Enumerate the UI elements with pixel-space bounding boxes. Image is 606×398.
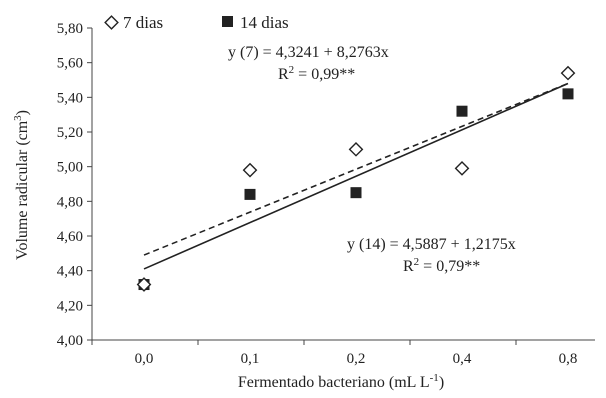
point-7-dias — [348, 141, 364, 157]
point-7-dias — [454, 161, 470, 176]
x-tick-label: 0,0 — [135, 351, 154, 367]
x-tick-label: 0,8 — [559, 351, 578, 367]
y-tick-label: 4,40 — [57, 264, 83, 280]
point-14-dias — [350, 187, 362, 199]
legend-label-7-dias: 7 dias — [123, 13, 163, 32]
r2-14-dias: R2 = 0,79** — [403, 256, 480, 275]
equation-7-dias: y (7) = 4,3241 + 8,2763x — [228, 44, 389, 61]
y-tick-label: 4,60 — [57, 229, 83, 245]
y-tick-label: 4,20 — [57, 298, 83, 314]
legend-marker-7-dias — [104, 15, 119, 30]
y-axis-title: Volume radicular (cm3) — [12, 110, 31, 260]
y-tick-label: 5,40 — [57, 90, 83, 106]
y-tick-label: 5,80 — [57, 21, 83, 37]
legend: 7 dias 14 dias — [104, 13, 289, 32]
y-tick-label: 5,60 — [57, 56, 83, 72]
y-tick-label: 4,80 — [57, 194, 83, 210]
point-14-dias — [244, 188, 256, 200]
trend-line-7-dias — [143, 82, 569, 256]
point-14-dias — [562, 88, 574, 100]
legend-marker-14-dias — [222, 16, 233, 27]
point-7-dias — [136, 277, 152, 292]
y-tick-label: 4,00 — [57, 333, 83, 349]
data-points — [136, 65, 576, 292]
trend-line-14-dias — [143, 82, 569, 270]
y-tick-label: 5,20 — [57, 125, 83, 141]
equation-14-dias: y (14) = 4,5887 + 1,2175x — [347, 236, 516, 253]
point-7-dias — [242, 162, 258, 178]
x-tick-label: 0,1 — [241, 351, 260, 367]
r2-7-dias: R2 = 0,99** — [278, 64, 355, 83]
x-axis: 0,0 0,1 0,2 0,4 0,8 — [91, 340, 578, 367]
x-tick-label: 0,2 — [347, 351, 366, 367]
y-tick-label: 5,00 — [57, 160, 83, 176]
legend-label-14-dias: 14 dias — [240, 13, 289, 32]
y-axis: 4,00 4,20 4,40 4,60 4,80 5,00 5,20 5,40 5,60 5,80 — [57, 21, 92, 349]
point-14-dias — [456, 105, 468, 117]
point-7-dias — [560, 65, 576, 81]
x-tick-label: 0,4 — [453, 351, 472, 367]
x-axis-title: Fermentado bacteriano (mL L-1) — [238, 372, 444, 391]
